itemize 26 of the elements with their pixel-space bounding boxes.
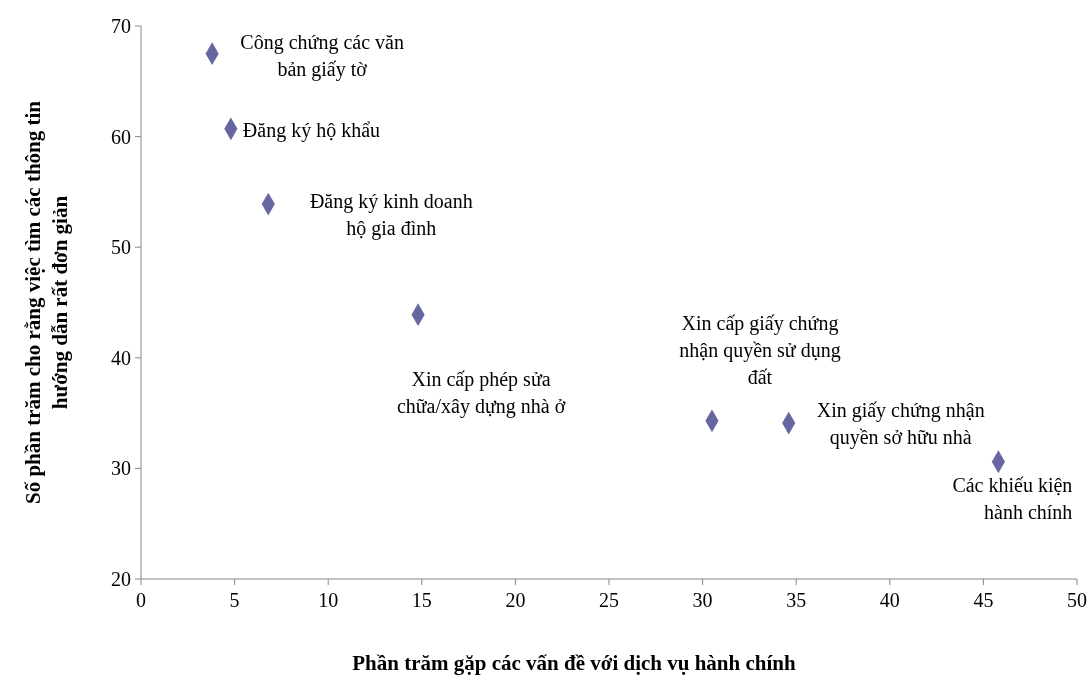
x-tick-label: 40 xyxy=(879,589,900,611)
x-tick-label: 20 xyxy=(505,589,526,611)
annotation: Đăng ký hộ khẩu xyxy=(242,118,381,142)
x-tick-label: 50 xyxy=(1067,589,1087,611)
x-tick-label: 25 xyxy=(599,589,619,611)
y-tick-label: 20 xyxy=(111,568,131,590)
annotation: Xin cấp phép sửa chữa/xây dựng nhà ở xyxy=(396,367,566,418)
x-tick-label: 10 xyxy=(318,589,339,611)
y-axis-title: Số phần trăm cho rằng việc tìm các thông tin hướng dẫn rất đơn giản xyxy=(21,100,72,505)
y-tick-label: 30 xyxy=(111,457,131,480)
annotation: Đăng ký kinh doanh hộ gia đình xyxy=(309,190,473,241)
x-tick-label: 45 xyxy=(973,589,994,611)
x-tick-label: 0 xyxy=(136,589,146,611)
y-tick-label: 50 xyxy=(111,236,131,259)
y-tick-label: 70 xyxy=(111,15,131,37)
annotation: Công chứng các văn bản giấy tờ xyxy=(240,30,404,81)
annotation: Xin giấy chứng nhận quyền sở hữu nhà xyxy=(816,399,985,450)
annotation: Xin cấp giấy chứng nhận quyền sử dụng đất xyxy=(679,311,841,388)
x-tick-label: 35 xyxy=(786,589,807,611)
y-tick-label: 40 xyxy=(111,346,131,369)
x-axis-title: Phần trăm gặp các vấn đề với dịch vụ hành chính xyxy=(352,651,796,675)
y-tick-label: 60 xyxy=(111,125,131,148)
annotation: Các khiếu kiện hành chính xyxy=(952,473,1073,523)
x-tick-label: 30 xyxy=(692,589,713,611)
x-tick-label: 15 xyxy=(411,589,432,611)
x-tick-label: 5 xyxy=(229,589,240,611)
